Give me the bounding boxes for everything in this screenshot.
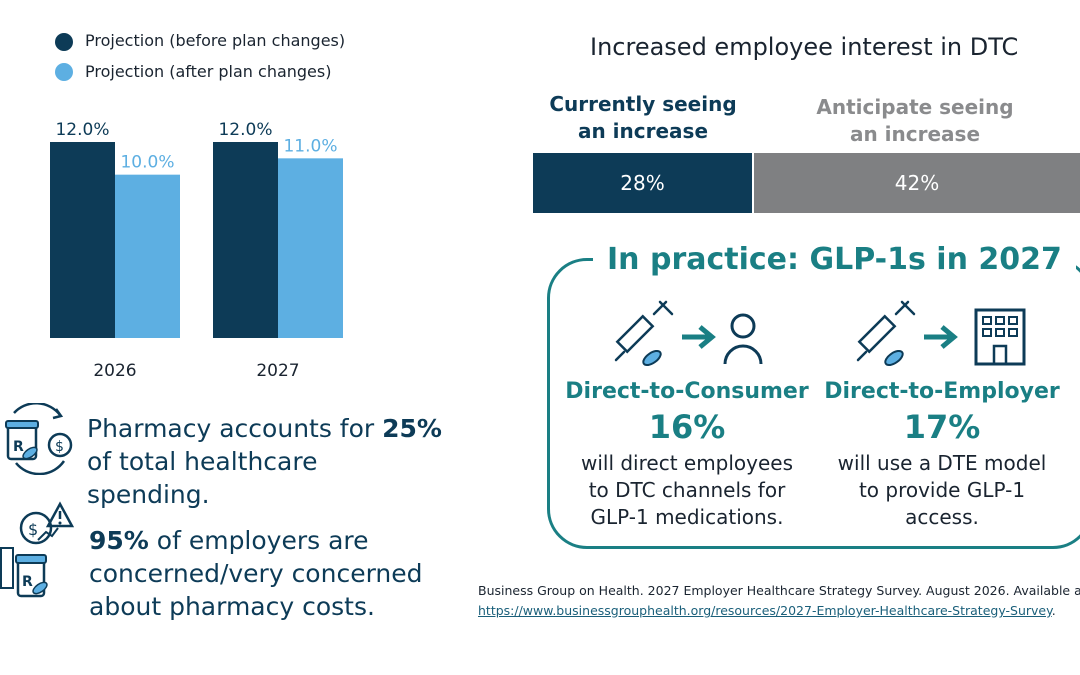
dtc-interest-title: Increased employee interest in DTC [590, 33, 1019, 61]
legend-swatch-after [55, 63, 73, 81]
value-label-2026-series-2: 10.0% [120, 153, 174, 173]
projection-bar-chart: 12.0% 10.0% 2026 12.0% 11.0% 2027 [50, 120, 343, 381]
bar-2027-series-2 [278, 158, 343, 338]
arrow-right-icon [680, 322, 720, 352]
concern-stat-highlight: 95% [89, 526, 149, 555]
source-link-period: . [1051, 603, 1056, 618]
legend-label-after: Projection (after plan changes) [85, 62, 332, 81]
dte-desc-line2: to provide GLP-1 [858, 478, 1026, 502]
dtc-model-heading: Direct-to-Consumer [565, 379, 809, 404]
source-link-row: https://www.businessgrouphealth.org/reso… [478, 601, 1056, 621]
value-label-2027-series-2: 11.0% [283, 136, 337, 156]
category-label-2027: 2027 [256, 361, 299, 381]
dtc-desc-line2: to DTC channels for [588, 478, 786, 502]
practice-title: In practice: GLP-1s in 2027 [593, 242, 1076, 277]
arrow-right-icon [922, 322, 962, 352]
cost-concern-icon: $ R [0, 500, 80, 600]
anticipate-heading-line2: an increase [849, 122, 981, 146]
concern-stat-line1: of employers are [148, 526, 369, 555]
svg-text:R: R [13, 439, 24, 455]
bar-2027-series-1 [213, 142, 278, 338]
svg-text:R: R [22, 574, 33, 590]
dtc-desc-line3: GLP-1 medications. [590, 505, 784, 529]
pharmacy-spending-icon: R $ [0, 401, 78, 476]
dte-model-description: will use a DTE model to provide GLP-1 ac… [812, 450, 1072, 531]
legend-label-before: Projection (before plan changes) [85, 31, 346, 50]
svg-text:$: $ [55, 439, 64, 455]
dte-model-heading: Direct-to-Employer [824, 379, 1060, 404]
concern-stat-line3: about pharmacy costs. [89, 592, 375, 621]
syringe-icon [852, 300, 922, 370]
bar-2026-series-1 [50, 142, 115, 338]
anticipate-heading-line1: Anticipate seeing [816, 95, 1014, 119]
current-heading-line2: an increase [577, 119, 709, 143]
current-heading-line1: Currently seeing [549, 92, 737, 116]
concern-stat-line2: concerned/very concerned [89, 559, 423, 588]
svg-text:$: $ [28, 520, 38, 539]
bar-2026-series-2 [115, 174, 180, 338]
current-increase-value: 28% [620, 171, 665, 195]
syringe-icon [610, 300, 680, 370]
source-citation: Business Group on Health. 2027 Employer … [478, 583, 1080, 598]
dtc-desc-line1: will direct employees [580, 451, 794, 475]
pharmacy-stat-prefix: Pharmacy accounts for [87, 414, 383, 443]
dtc-model-percent: 16% [648, 408, 726, 446]
current-increase-segment: 28% [533, 153, 752, 213]
pharmacy-concern-stat: 95% of employers are concerned/very conc… [89, 524, 449, 623]
anticipate-increase-value: 42% [894, 171, 940, 195]
dte-model-percent: 17% [903, 408, 981, 446]
person-icon [722, 312, 764, 366]
dtc-model-description: will direct employees to DTC channels fo… [557, 450, 817, 531]
dte-desc-line3: access. [905, 505, 979, 529]
anticipate-increase-heading: Anticipate seeing an increase [790, 94, 1040, 148]
pharmacy-spending-stat: Pharmacy accounts for 25% of total healt… [87, 412, 447, 511]
anticipate-increase-segment: 42% [754, 153, 1080, 213]
current-increase-heading: Currently seeing an increase [533, 91, 753, 145]
office-building-icon [972, 306, 1028, 366]
source-link[interactable]: https://www.businessgrouphealth.org/reso… [478, 603, 1052, 618]
category-label-2026: 2026 [93, 361, 136, 381]
dte-desc-line1: will use a DTE model [837, 451, 1047, 475]
pharmacy-stat-suffix: of total healthcare spending. [87, 447, 318, 509]
value-label-2026-series-1: 12.0% [55, 120, 109, 140]
legend-swatch-before [55, 33, 73, 51]
dtc-interest-bar: 28% 42% [533, 153, 1080, 213]
pharmacy-stat-highlight: 25% [382, 414, 442, 443]
value-label-2027-series-1: 12.0% [218, 120, 272, 140]
